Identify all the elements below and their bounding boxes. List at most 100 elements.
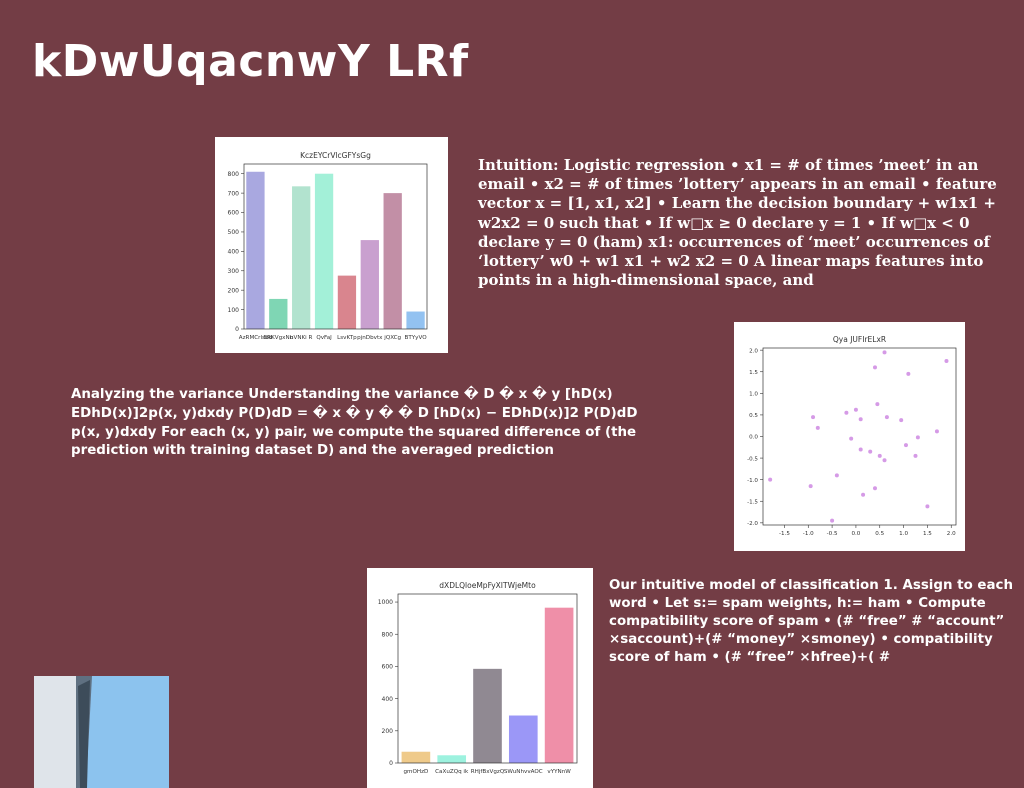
x-tick-label: 2.0	[947, 531, 956, 537]
bar-7	[383, 193, 402, 329]
x-tick-label: BRKVgxNb	[263, 335, 293, 341]
x-tick-label: CaXuZQq ik	[435, 769, 469, 775]
chart-background	[734, 322, 965, 551]
chart-title: dXDLQloeMpFyXITWjeMto	[439, 581, 536, 590]
scatter-point	[906, 371, 911, 376]
scatter-point	[853, 407, 858, 412]
chart-title: Qya JUFIrELxR	[833, 335, 886, 344]
scatter-point	[811, 415, 816, 420]
y-tick-label: 400	[228, 249, 240, 256]
y-tick-label: 200	[228, 287, 240, 294]
y-tick-label: -1.5	[747, 499, 758, 505]
plot-frame	[243, 163, 428, 330]
y-tick-label: 0	[389, 760, 393, 767]
x-tick-label: 0.0	[851, 531, 860, 537]
bar-5	[544, 607, 574, 763]
x-tick-label: nVNKi R	[290, 335, 313, 341]
y-tick-label: 0.5	[749, 413, 758, 419]
scatter-point	[872, 365, 877, 370]
x-tick-label: 0.5	[875, 531, 884, 537]
x-tick-label: 1.0	[899, 531, 908, 537]
scatter-point	[944, 358, 949, 363]
intuition-logistic-text: Intuition: Logistic regression • x1 = # …	[478, 156, 997, 290]
scatter-point	[913, 453, 918, 458]
bar-3	[473, 668, 502, 763]
y-tick-label: 800	[228, 171, 240, 178]
y-tick-label: 1000	[378, 599, 393, 606]
x-tick-label: SWuNhvvAOC	[504, 769, 543, 775]
scatter-point	[934, 429, 939, 434]
scatter-point	[875, 402, 880, 407]
scatter-point	[861, 492, 866, 497]
y-tick-label: 200	[382, 728, 394, 735]
y-tick-label: 600	[228, 210, 240, 217]
scatter-point	[899, 418, 904, 423]
x-tick-label: vYYNnW	[547, 769, 571, 775]
scatter-point	[882, 350, 887, 355]
y-tick-label: 300	[228, 268, 240, 275]
building-sky-image	[34, 676, 169, 788]
bar-1	[401, 751, 431, 763]
scatter-point	[858, 447, 863, 452]
scatter-point	[808, 484, 813, 489]
y-tick-label: 600	[382, 664, 394, 671]
bar-chart-1: KczEYCrVlcGFYsGg AzRMCrlsddBRKVgxNbnVNKi …	[215, 137, 448, 353]
scatter-point	[915, 435, 920, 440]
scatter-point	[903, 443, 908, 448]
y-tick-label: 400	[382, 696, 394, 703]
x-tick-label: pjnDbvtx	[357, 335, 383, 341]
x-tick-label: LsvKTp	[337, 335, 357, 341]
y-tick-label: 1.0	[749, 392, 758, 398]
bar-3	[292, 186, 311, 329]
scatter-point	[868, 449, 873, 454]
bar-8	[406, 311, 425, 329]
y-tick-label: 800	[382, 631, 394, 638]
y-tick-label: -1.0	[747, 478, 758, 484]
scatter-point	[834, 473, 839, 478]
scatter-point	[884, 415, 889, 420]
scatter-chart: Qya JUFIrELxR -1.5 -1.0 -0.5 0.0 0.5 1.0 1.5 2.0…	[734, 322, 965, 551]
y-tick-label: -0.5	[747, 456, 758, 462]
x-tick-label: -1.5	[779, 531, 790, 537]
y-tick-label: 500	[228, 229, 240, 236]
scatter-point	[877, 453, 882, 458]
bar-4	[508, 715, 538, 763]
y-tick-label: 700	[228, 190, 240, 197]
bar-4	[314, 173, 334, 329]
bar-2	[437, 755, 467, 763]
plot-frame	[397, 593, 578, 764]
scatter-chart-panel: Qya JUFIrELxR -1.5 -1.0 -0.5 0.0 0.5 1.0 1.5 2.0…	[734, 322, 965, 551]
x-tick-label: -1.0	[803, 531, 814, 537]
x-tick-label: AzRMCrlsdd	[239, 335, 273, 341]
y-tick-label: 0	[235, 326, 239, 333]
building-sky-photo	[34, 676, 169, 788]
x-tick-label: gmOHzD	[403, 769, 428, 775]
variance-text: Analyzing the variance Understanding the…	[71, 387, 638, 459]
y-tick-label: -2.0	[747, 521, 758, 527]
chart-title: KczEYCrVlcGFYsGg	[300, 151, 371, 160]
bar-5	[337, 275, 357, 329]
slide-title: kDwUqacnwY LRf	[32, 36, 469, 87]
x-tick-label: BTYyVO	[405, 335, 428, 341]
classification-model-text: Our intuitive model of classification 1.…	[609, 578, 1014, 666]
x-tick-label: jQXCg	[383, 335, 401, 341]
scatter-point	[844, 410, 849, 415]
x-tick-label: RHjfBxVgzQ	[471, 769, 505, 775]
bar-2	[269, 298, 288, 329]
bar-chart-2-panel: dXDLQloeMpFyXITWjeMto gmOHzD CaXuZQq ik RHj…	[367, 568, 593, 788]
bar-6	[360, 240, 379, 329]
x-tick-label: 1.5	[923, 531, 932, 537]
bar-chart-1-panel: KczEYCrVlcGFYsGg AzRMCrlsdd BRKVgxNb nVNKi …	[215, 137, 448, 353]
bar-chart-2: dXDLQloeMpFyXITWjeMto gmOHzD CaXuZQq ik RHj…	[367, 568, 593, 788]
scatter-point	[830, 518, 835, 523]
scatter-point	[849, 436, 854, 441]
scatter-point	[815, 425, 820, 430]
plot-frame	[762, 347, 957, 526]
x-tick-label: QvFaJ	[316, 335, 332, 341]
scatter-point	[858, 417, 863, 422]
x-tick-label: -0.5	[827, 531, 838, 537]
scatter-point	[872, 486, 877, 491]
scatter-point	[925, 504, 930, 509]
scatter-point	[768, 477, 773, 482]
y-tick-label: 0.0	[749, 435, 758, 441]
